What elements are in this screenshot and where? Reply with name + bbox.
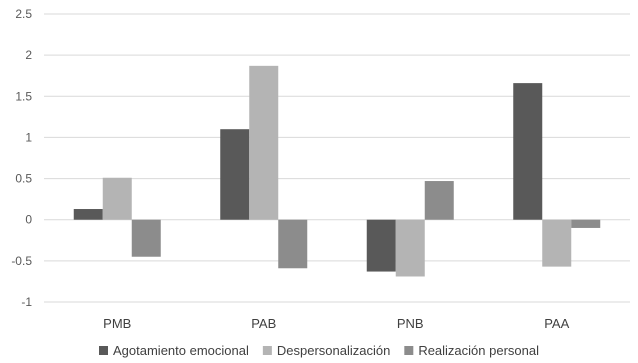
bar [102,177,132,220]
y-tick-label: 0.5 [15,172,32,186]
legend-swatch [404,346,414,355]
bars [73,65,601,277]
legend: Agotamiento emocional Despersonalización R… [99,343,539,358]
bar [73,209,103,220]
x-category-label: PAB [251,316,276,331]
x-axis-categories: PMB PAB PNB PAA [103,316,569,331]
bar [513,83,543,220]
y-axis-ticks: 2.5 2 1.5 1 0.5 0 -0.5 -1 [11,7,32,309]
y-tick-label: -0.5 [11,254,32,268]
y-tick-label: 1.5 [15,89,32,103]
bar [131,219,161,257]
legend-label: Agotamiento emocional [113,343,249,358]
bar [249,65,279,220]
y-tick-label: 0 [25,213,32,227]
bar [542,219,572,267]
y-tick-label: 1 [25,130,32,144]
bar [571,219,601,228]
bar [220,129,250,220]
bar [395,219,425,277]
x-category-label: PMB [103,316,131,331]
legend-swatch [262,346,272,355]
bar [366,219,396,272]
y-tick-label: 2.5 [15,7,32,21]
x-category-label: PAA [544,316,569,331]
x-category-label: PNB [397,316,424,331]
legend-label: Realización personal [418,343,539,358]
bar [278,219,308,269]
y-tick-label: 2 [25,48,32,62]
y-tick-label: -1 [21,295,32,309]
bar [424,181,454,220]
legend-label: Despersonalización [277,343,390,358]
legend-swatch [99,346,108,355]
